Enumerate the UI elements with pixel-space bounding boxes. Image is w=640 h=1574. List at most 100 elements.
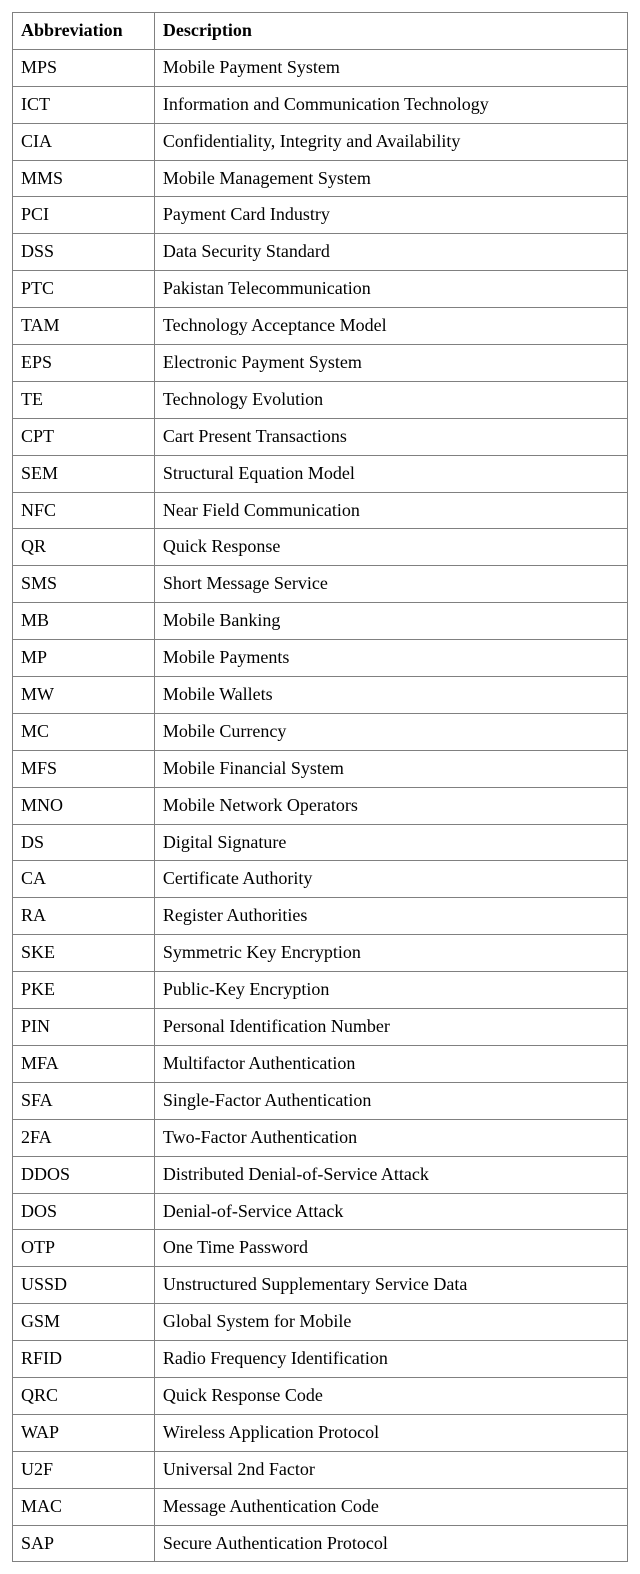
cell-description: Cart Present Transactions (154, 418, 627, 455)
cell-description: Distributed Denial-of-Service Attack (154, 1156, 627, 1193)
table-row: CIAConfidentiality, Integrity and Availa… (13, 123, 628, 160)
table-row: MFSMobile Financial System (13, 750, 628, 787)
cell-description: Global System for Mobile (154, 1304, 627, 1341)
table-row: MPMobile Payments (13, 640, 628, 677)
cell-abbreviation: DOS (13, 1193, 155, 1230)
table-row: DSDigital Signature (13, 824, 628, 861)
cell-abbreviation: DSS (13, 234, 155, 271)
cell-description: Wireless Application Protocol (154, 1414, 627, 1451)
cell-abbreviation: TAM (13, 308, 155, 345)
cell-abbreviation: RFID (13, 1341, 155, 1378)
table-row: MNOMobile Network Operators (13, 787, 628, 824)
cell-description: Mobile Management System (154, 160, 627, 197)
table-row: QRCQuick Response Code (13, 1377, 628, 1414)
cell-description: Mobile Network Operators (154, 787, 627, 824)
cell-abbreviation: MFS (13, 750, 155, 787)
cell-abbreviation: MMS (13, 160, 155, 197)
cell-abbreviation: QRC (13, 1377, 155, 1414)
table-row: PCIPayment Card Industry (13, 197, 628, 234)
cell-abbreviation: CIA (13, 123, 155, 160)
cell-abbreviation: MPS (13, 49, 155, 86)
header-description: Description (154, 13, 627, 50)
cell-abbreviation: MNO (13, 787, 155, 824)
cell-description: Technology Acceptance Model (154, 308, 627, 345)
cell-abbreviation: MB (13, 603, 155, 640)
cell-description: Payment Card Industry (154, 197, 627, 234)
table-row: PINPersonal Identification Number (13, 1009, 628, 1046)
table-row: MMSMobile Management System (13, 160, 628, 197)
table-row: DSSData Security Standard (13, 234, 628, 271)
cell-description: Denial-of-Service Attack (154, 1193, 627, 1230)
cell-description: Single-Factor Authentication (154, 1082, 627, 1119)
table-row: TAMTechnology Acceptance Model (13, 308, 628, 345)
cell-abbreviation: PKE (13, 972, 155, 1009)
cell-abbreviation: MAC (13, 1488, 155, 1525)
cell-description: Pakistan Telecommunication (154, 271, 627, 308)
table-row: EPSElectronic Payment System (13, 345, 628, 382)
cell-description: Certificate Authority (154, 861, 627, 898)
table-row: SMSShort Message Service (13, 566, 628, 603)
cell-description: Mobile Payments (154, 640, 627, 677)
cell-description: Two-Factor Authentication (154, 1119, 627, 1156)
cell-abbreviation: PIN (13, 1009, 155, 1046)
cell-description: Information and Communication Technology (154, 86, 627, 123)
cell-abbreviation: U2F (13, 1451, 155, 1488)
cell-description: Short Message Service (154, 566, 627, 603)
cell-abbreviation: RA (13, 898, 155, 935)
table-body: MPSMobile Payment SystemICTInformation a… (13, 49, 628, 1562)
cell-description: Confidentiality, Integrity and Availabil… (154, 123, 627, 160)
table-row: CPTCart Present Transactions (13, 418, 628, 455)
cell-abbreviation: MW (13, 677, 155, 714)
table-row: 2FATwo-Factor Authentication (13, 1119, 628, 1156)
cell-description: Universal 2nd Factor (154, 1451, 627, 1488)
abbreviations-table: Abbreviation Description MPSMobile Payme… (12, 12, 628, 1562)
cell-abbreviation: TE (13, 381, 155, 418)
cell-description: Public-Key Encryption (154, 972, 627, 1009)
cell-abbreviation: SKE (13, 935, 155, 972)
cell-description: Personal Identification Number (154, 1009, 627, 1046)
table-row: MACMessage Authentication Code (13, 1488, 628, 1525)
table-row: SKESymmetric Key Encryption (13, 935, 628, 972)
table-row: DDOSDistributed Denial-of-Service Attack (13, 1156, 628, 1193)
cell-abbreviation: 2FA (13, 1119, 155, 1156)
cell-description: Mobile Currency (154, 713, 627, 750)
cell-description: Electronic Payment System (154, 345, 627, 382)
cell-description: Message Authentication Code (154, 1488, 627, 1525)
cell-abbreviation: SAP (13, 1525, 155, 1562)
cell-abbreviation: MFA (13, 1045, 155, 1082)
cell-description: Multifactor Authentication (154, 1045, 627, 1082)
cell-description: Data Security Standard (154, 234, 627, 271)
cell-description: One Time Password (154, 1230, 627, 1267)
table-row: ICTInformation and Communication Technol… (13, 86, 628, 123)
cell-abbreviation: GSM (13, 1304, 155, 1341)
cell-description: Digital Signature (154, 824, 627, 861)
table-row: MCMobile Currency (13, 713, 628, 750)
cell-abbreviation: OTP (13, 1230, 155, 1267)
cell-abbreviation: PCI (13, 197, 155, 234)
cell-description: Secure Authentication Protocol (154, 1525, 627, 1562)
cell-description: Near Field Communication (154, 492, 627, 529)
table-row: WAPWireless Application Protocol (13, 1414, 628, 1451)
table-row: MBMobile Banking (13, 603, 628, 640)
cell-description: Radio Frequency Identification (154, 1341, 627, 1378)
table-row: U2FUniversal 2nd Factor (13, 1451, 628, 1488)
cell-description: Mobile Financial System (154, 750, 627, 787)
table-header-row: Abbreviation Description (13, 13, 628, 50)
table-row: MFAMultifactor Authentication (13, 1045, 628, 1082)
cell-abbreviation: SMS (13, 566, 155, 603)
table-row: QRQuick Response (13, 529, 628, 566)
cell-abbreviation: QR (13, 529, 155, 566)
table-row: NFCNear Field Communication (13, 492, 628, 529)
cell-abbreviation: NFC (13, 492, 155, 529)
cell-description: Technology Evolution (154, 381, 627, 418)
table-row: USSDUnstructured Supplementary Service D… (13, 1267, 628, 1304)
cell-description: Structural Equation Model (154, 455, 627, 492)
table-row: RFIDRadio Frequency Identification (13, 1341, 628, 1378)
cell-description: Quick Response Code (154, 1377, 627, 1414)
cell-description: Mobile Payment System (154, 49, 627, 86)
cell-description: Quick Response (154, 529, 627, 566)
cell-abbreviation: MC (13, 713, 155, 750)
table-row: GSMGlobal System for Mobile (13, 1304, 628, 1341)
cell-abbreviation: DS (13, 824, 155, 861)
cell-abbreviation: ICT (13, 86, 155, 123)
